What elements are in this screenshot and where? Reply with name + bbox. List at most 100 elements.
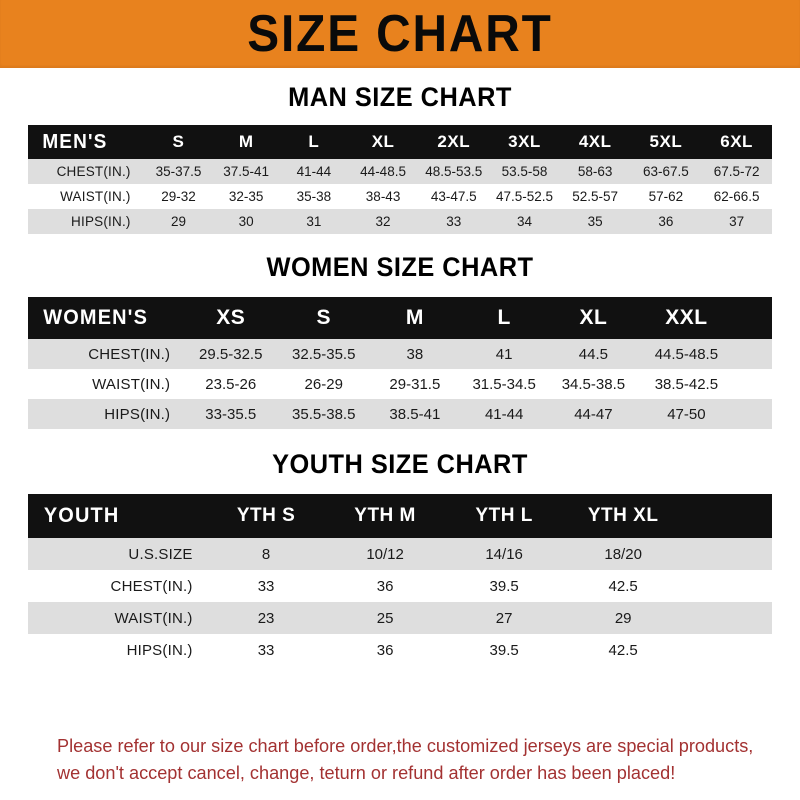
youth-us-size-l: 14/16 (444, 538, 564, 570)
women-row-label-hips: HIPS(IN.) (28, 399, 185, 429)
order-policy-line-2: we don't accept cancel, change, teturn o… (57, 761, 676, 783)
table-row: HIPS(IN.) 33-35.5 35.5-38.5 38.5-41 41-4… (28, 399, 772, 429)
youth-size-section: YOUTH SIZE CHART YOUTH YTH S YTH M YTH L… (28, 429, 772, 666)
men-row-label-hips: HIPS(IN.) (28, 209, 145, 234)
men-waist-4xl: 52.5-57 (559, 184, 631, 209)
women-hips-l: 41-44 (459, 399, 549, 429)
women-header-spacer (734, 297, 772, 339)
women-size-header-m: M (370, 297, 460, 339)
youth-size-header-s: YTH S (206, 494, 326, 538)
youth-us-size-m: 10/12 (325, 538, 445, 570)
youth-chest-xl: 42.5 (563, 570, 683, 602)
men-header-row: MEN'S S M L XL 2XL 3XL 4XL 5XL 6XL (28, 125, 772, 159)
women-waist-l: 31.5-34.5 (459, 369, 549, 399)
youth-size-table: YOUTH YTH S YTH M YTH L YTH XL U.S.SIZE … (28, 494, 772, 666)
youth-hips-s: 33 (206, 634, 326, 666)
youth-header-label: YOUTH (32, 494, 203, 538)
women-waist-xl: 34.5-38.5 (548, 369, 639, 399)
women-hips-xs: 33-35.5 (184, 399, 278, 429)
youth-hips-xl: 42.5 (563, 634, 683, 666)
men-chest-xl: 44-48.5 (347, 159, 419, 184)
women-section-title: WOMEN SIZE CHART (266, 252, 534, 282)
women-chest-s: 32.5-35.5 (277, 339, 371, 369)
youth-row-label-chest: CHEST(IN.) (28, 570, 207, 602)
table-row: WAIST(IN.) 23.5-26 26-29 29-31.5 31.5-34… (28, 369, 772, 399)
men-chest-3xl: 53.5-58 (489, 159, 560, 184)
women-chest-xxl: 44.5-48.5 (638, 339, 735, 369)
women-row-spacer (734, 339, 772, 369)
men-size-header-2xl: 2XL (418, 125, 490, 159)
table-row: U.S.SIZE 8 10/12 14/16 18/20 (28, 538, 772, 570)
men-hips-3xl: 34 (489, 209, 560, 234)
men-chest-6xl: 67.5-72 (701, 159, 772, 184)
women-table-head: WOMEN'S XS S M L XL XXL (28, 297, 772, 339)
men-chest-5xl: 63-67.5 (630, 159, 702, 184)
table-row: HIPS(IN.) 33 36 39.5 42.5 (28, 634, 772, 666)
women-waist-m: 29-31.5 (370, 369, 460, 399)
women-size-section: WOMEN SIZE CHART WOMEN'S XS S M L XL (28, 234, 772, 429)
men-row-label-waist: WAIST(IN.) (28, 184, 145, 209)
men-table-head: MEN'S S M L XL 2XL 3XL 4XL 5XL 6XL (28, 125, 772, 159)
men-size-header-3xl: 3XL (489, 125, 560, 159)
men-header-label: MEN'S (30, 125, 142, 159)
men-hips-s: 29 (144, 209, 213, 234)
women-waist-xxl: 38.5-42.5 (638, 369, 735, 399)
table-row: HIPS(IN.) 29 30 31 32 33 34 35 36 37 (28, 209, 772, 234)
women-size-table: WOMEN'S XS S M L XL XXL CHEST(IN.) 29.5-… (28, 297, 772, 429)
men-hips-2xl: 33 (418, 209, 490, 234)
men-chest-2xl: 48.5-53.5 (418, 159, 490, 184)
men-hips-l: 31 (280, 209, 348, 234)
women-table-body: CHEST(IN.) 29.5-32.5 32.5-35.5 38 41 44.… (28, 339, 772, 429)
women-row-spacer (734, 399, 772, 429)
youth-chest-m: 36 (325, 570, 445, 602)
table-row: CHEST(IN.) 35-37.5 37.5-41 41-44 44-48.5… (28, 159, 772, 184)
men-table-body: CHEST(IN.) 35-37.5 37.5-41 41-44 44-48.5… (28, 159, 772, 234)
table-row: CHEST(IN.) 33 36 39.5 42.5 (28, 570, 772, 602)
youth-us-size-xl: 18/20 (563, 538, 683, 570)
men-chest-m: 37.5-41 (212, 159, 281, 184)
youth-us-size-s: 8 (206, 538, 326, 570)
women-size-header-s: S (277, 297, 371, 339)
women-size-header-l: L (459, 297, 549, 339)
youth-size-header-xl: YTH XL (563, 494, 683, 538)
men-waist-s: 29-32 (144, 184, 213, 209)
men-size-header-5xl: 5XL (630, 125, 702, 159)
youth-hips-l: 39.5 (444, 634, 564, 666)
men-waist-m: 32-35 (212, 184, 281, 209)
table-row: CHEST(IN.) 29.5-32.5 32.5-35.5 38 41 44.… (28, 339, 772, 369)
men-hips-xl: 32 (347, 209, 419, 234)
youth-size-header-m: YTH M (325, 494, 445, 538)
women-header-row: WOMEN'S XS S M L XL XXL (28, 297, 772, 339)
women-chest-xs: 29.5-32.5 (184, 339, 278, 369)
men-size-table: MEN'S S M L XL 2XL 3XL 4XL 5XL 6XL CHEST (28, 125, 772, 234)
youth-header-spacer (682, 494, 772, 538)
youth-header-row: YOUTH YTH S YTH M YTH L YTH XL (28, 494, 772, 538)
women-row-label-chest: CHEST(IN.) (28, 339, 185, 369)
youth-row-spacer (682, 570, 772, 602)
youth-chest-s: 33 (206, 570, 326, 602)
men-hips-6xl: 37 (701, 209, 772, 234)
men-size-header-4xl: 4XL (559, 125, 631, 159)
men-section-title: MAN SIZE CHART (288, 82, 512, 112)
women-chest-m: 38 (370, 339, 460, 369)
women-size-header-xxl: XXL (638, 297, 735, 339)
women-waist-xs: 23.5-26 (184, 369, 278, 399)
youth-waist-s: 23 (206, 602, 326, 634)
women-hips-xl: 44-47 (548, 399, 639, 429)
page-banner: SIZE CHART (0, 0, 800, 68)
women-size-header-xs: XS (184, 297, 278, 339)
table-row: WAIST(IN.) 29-32 32-35 35-38 38-43 43-47… (28, 184, 772, 209)
youth-waist-l: 27 (444, 602, 564, 634)
women-hips-s: 35.5-38.5 (277, 399, 371, 429)
youth-row-spacer (682, 602, 772, 634)
youth-waist-xl: 29 (563, 602, 683, 634)
women-row-spacer (734, 369, 772, 399)
table-row: WAIST(IN.) 23 25 27 29 (28, 602, 772, 634)
men-hips-5xl: 36 (630, 209, 702, 234)
women-chest-l: 41 (459, 339, 549, 369)
youth-row-spacer (682, 634, 772, 666)
men-chest-s: 35-37.5 (144, 159, 213, 184)
men-size-header-6xl: 6XL (701, 125, 772, 159)
page-title: SIZE CHART (247, 5, 553, 63)
